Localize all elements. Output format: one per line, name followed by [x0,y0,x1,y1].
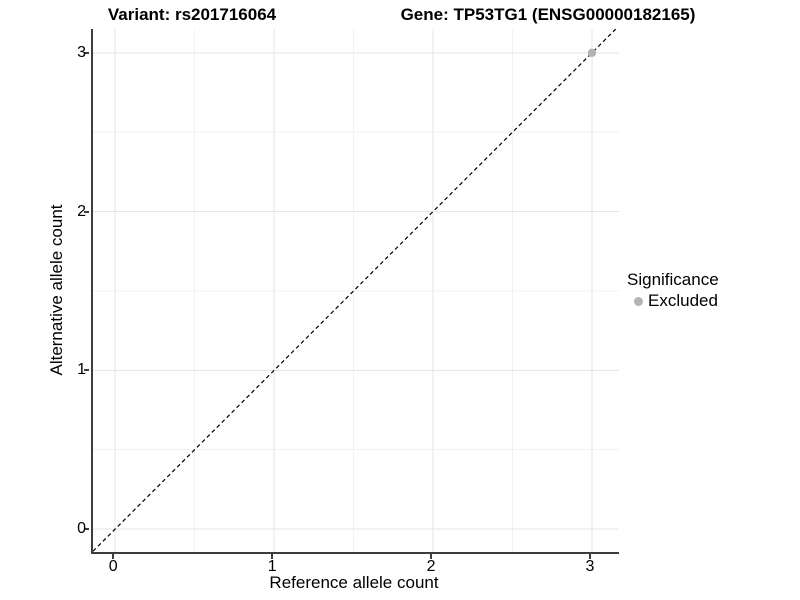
gridlines-major [93,29,619,552]
plot-title-gene: Gene: TP53TG1 (ENSG00000182165) [400,5,696,24]
legend-item-excluded: Excluded [634,291,719,311]
plot-panel [91,29,619,554]
legend-title: Significance [627,270,719,289]
x-tick-mark [430,554,433,559]
data-point-excluded [587,48,597,58]
x-tick-mark [271,554,274,559]
x-tick-label: 1 [267,558,277,575]
x-tick-label: 3 [585,558,595,575]
y-tick-label: 1 [77,361,86,379]
y-tick-mark [84,527,89,530]
plot-title-variant: Variant: rs201716064 [107,5,277,24]
x-tick-mark [112,554,115,559]
y-axis-title: Alternative allele count [47,204,66,376]
y-tick-mark [84,369,89,372]
gridlines-minor [93,29,619,552]
x-tick-label: 0 [108,558,118,575]
identity-dashed-line [93,29,617,552]
data-points [587,48,597,58]
legend-marker-circle-icon [634,296,643,306]
y-tick-mark [84,210,89,213]
y-tick-label: 3 [77,43,86,61]
x-tick-label: 2 [426,558,436,575]
x-tick-mark [588,554,591,559]
legend-items: Excluded [627,291,719,311]
legend-item-label: Excluded [648,291,718,310]
y-tick-label: 0 [77,519,86,537]
y-tick-mark [84,51,89,54]
legend: Significance Excluded [627,270,719,311]
y-tick-label: 2 [77,202,86,220]
plot-canvas [93,29,619,552]
x-axis-title: Reference allele count [269,573,439,592]
